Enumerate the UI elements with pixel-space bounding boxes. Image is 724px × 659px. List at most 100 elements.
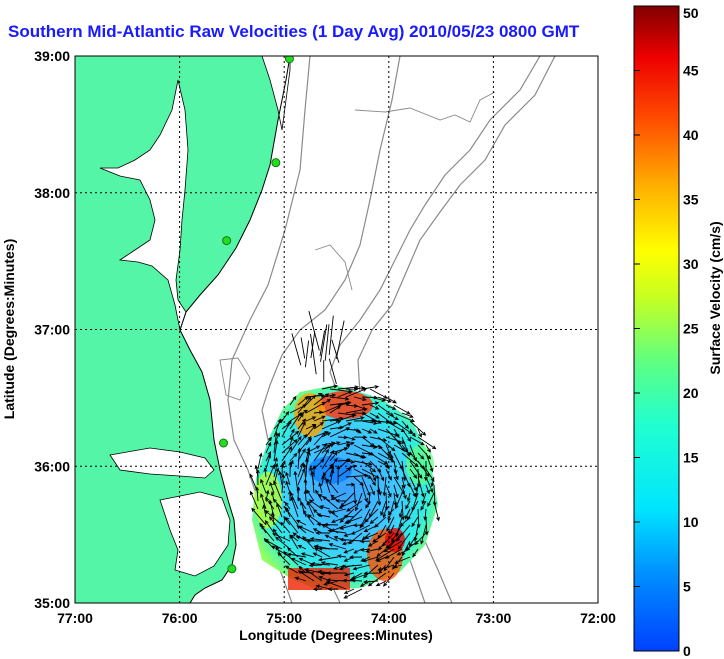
colorbar-tick-label: 0 <box>683 643 691 659</box>
velocity-vector-arrow <box>321 449 335 470</box>
velocity-vector-arrow <box>383 540 403 553</box>
velocity-vector-arrow <box>315 489 323 502</box>
velocity-vector-arrow <box>305 437 312 446</box>
velocity-vector-arrow <box>353 476 364 486</box>
velocity-vector-arrow <box>337 401 351 406</box>
velocity-vector-arrow <box>339 537 363 542</box>
velocity-vector-arrow <box>317 546 339 551</box>
velocity-vector-arrow <box>374 516 387 528</box>
velocity-vector-arrow <box>297 412 304 422</box>
velocity-vector-arrow <box>393 420 413 435</box>
velocity-vector-arrow <box>290 534 299 542</box>
velocity-vector-arrow <box>335 320 345 359</box>
velocity-vector-arrow <box>378 564 387 575</box>
velocity-vector-arrow <box>322 471 331 494</box>
velocity-vector-arrow <box>289 436 294 446</box>
velocity-vector-arrow <box>383 572 395 587</box>
colorbar-tick-label: 10 <box>683 514 699 530</box>
velocity-vector-arrow <box>321 398 332 406</box>
velocity-vector-arrow <box>350 524 371 535</box>
velocity-vector-arrow <box>298 525 315 534</box>
velocity-vector-arrow <box>284 506 299 526</box>
velocity-vector-arrow <box>393 428 400 439</box>
velocity-vector-arrow <box>269 516 283 534</box>
velocity-vector-arrow <box>318 482 323 494</box>
velocity-vector-arrow <box>372 532 387 543</box>
velocity-vector-arrow <box>319 330 326 357</box>
velocity-vector-arrow <box>409 460 423 479</box>
velocity-vector-arrow <box>367 540 379 547</box>
velocity-vector-arrow <box>377 436 396 452</box>
velocity-vector-arrow <box>264 539 283 550</box>
velocity-vector-arrow <box>359 539 371 544</box>
velocity-vector-arrow <box>346 500 363 512</box>
velocity-vector-arrow <box>281 438 298 454</box>
velocity-vector-arrow <box>290 557 307 566</box>
velocity-vector-arrow <box>280 521 291 534</box>
velocity-vector-arrow <box>420 500 427 511</box>
velocity-vector-arrow <box>321 475 325 486</box>
velocity-vector-arrow <box>343 514 355 519</box>
velocity-vector-arrow <box>297 418 307 430</box>
colorbar-tick-label: 40 <box>683 127 699 143</box>
velocity-vector-arrow <box>313 509 323 518</box>
velocity-vector-arrow <box>265 441 272 454</box>
velocity-vector-arrow <box>360 547 371 552</box>
velocity-vector-arrow <box>277 552 291 566</box>
velocity-vector-arrow <box>363 580 379 584</box>
velocity-vector-arrow <box>278 470 283 486</box>
velocity-vector-arrow <box>408 532 419 547</box>
velocity-vector-arrow <box>361 460 377 473</box>
velocity-vector-arrow <box>417 460 430 478</box>
velocity-vector-arrow <box>310 331 316 359</box>
velocity-vector-arrow <box>260 525 275 542</box>
velocity-vector-arrow <box>385 468 392 481</box>
velocity-vector-arrow <box>363 564 379 579</box>
velocity-vector-arrow <box>401 436 411 457</box>
velocity-vector-arrow <box>353 548 363 554</box>
velocity-vector-arrow <box>369 476 376 486</box>
colorbar-label: Surface Velocity (cm/s) <box>707 221 723 374</box>
velocity-vector-arrow <box>281 446 293 462</box>
velocity-vector-arrow <box>285 480 291 494</box>
velocity-vector-arrow <box>249 490 259 510</box>
velocity-vector-arrow <box>330 508 347 514</box>
velocity-vector-arrow <box>329 396 350 401</box>
velocity-vector-arrow <box>386 516 395 532</box>
velocity-vector-arrow <box>409 436 425 446</box>
velocity-vector-arrow <box>354 492 363 512</box>
velocity-vector-arrow <box>376 548 387 558</box>
radar-station-marker <box>222 236 232 246</box>
velocity-vector-arrow <box>327 528 347 534</box>
velocity-vector-arrow <box>369 388 388 399</box>
velocity-vector-arrow <box>302 509 315 526</box>
y-tick-label: 38:00 <box>34 185 70 201</box>
velocity-vector-arrow <box>313 410 324 415</box>
velocity-vector-arrow <box>433 500 440 522</box>
velocity-vector-arrow <box>273 480 283 502</box>
velocity-vector-arrow <box>331 516 347 524</box>
velocity-vector-arrow <box>380 500 387 516</box>
velocity-vector-arrow <box>337 390 353 398</box>
velocity-vector-arrow <box>329 418 340 423</box>
velocity-vector-arrow <box>343 572 355 577</box>
velocity-vector-arrow <box>321 393 337 398</box>
radar-station-marker <box>284 56 294 64</box>
velocity-vector-arrow <box>310 561 331 566</box>
velocity-vector-arrow <box>284 565 299 574</box>
velocity-vector-arrow <box>343 588 363 599</box>
velocity-vector-arrow <box>382 476 387 497</box>
velocity-vector-arrow <box>273 457 278 470</box>
velocity-vector-arrow <box>398 508 403 518</box>
velocity-vector-arrow <box>297 544 307 550</box>
y-tick-labels: 39:00 38:00 37:00 36:00 35:00 <box>34 48 70 611</box>
pamlico-sound <box>159 491 231 577</box>
velocity-vector-arrow <box>343 548 355 554</box>
velocity-vector-arrow <box>289 534 299 550</box>
velocity-vector-arrow <box>361 532 371 541</box>
velocity-vector-arrow <box>310 470 315 494</box>
velocity-vector-arrow <box>297 421 306 438</box>
velocity-vector-arrow <box>273 439 279 462</box>
velocity-vector-arrow <box>343 556 355 562</box>
velocity-vector-arrow <box>361 420 378 425</box>
